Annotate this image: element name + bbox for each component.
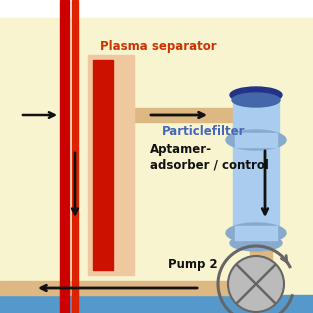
Ellipse shape — [230, 87, 282, 103]
Ellipse shape — [226, 223, 286, 243]
Bar — [72, 0, 78, 313]
Bar — [88, 55, 134, 275]
Bar — [0, 18, 313, 295]
Bar — [0, 0, 313, 18]
Text: Pump 2: Pump 2 — [168, 258, 218, 271]
Bar — [0, 281, 272, 295]
Bar — [233, 95, 279, 225]
Bar — [258, 108, 272, 295]
Text: Aptamer-
adsorber / control: Aptamer- adsorber / control — [150, 143, 269, 171]
Bar — [235, 133, 277, 147]
Bar — [93, 60, 113, 270]
Ellipse shape — [226, 130, 286, 150]
Bar — [235, 226, 277, 240]
Circle shape — [228, 256, 284, 312]
Ellipse shape — [232, 93, 280, 107]
Bar — [0, 295, 313, 313]
Bar — [100, 108, 258, 122]
Bar — [60, 0, 69, 313]
Text: Plasma separator: Plasma separator — [100, 40, 217, 53]
Bar — [250, 251, 262, 271]
Text: Particlefilter: Particlefilter — [162, 125, 245, 138]
Ellipse shape — [230, 235, 282, 251]
